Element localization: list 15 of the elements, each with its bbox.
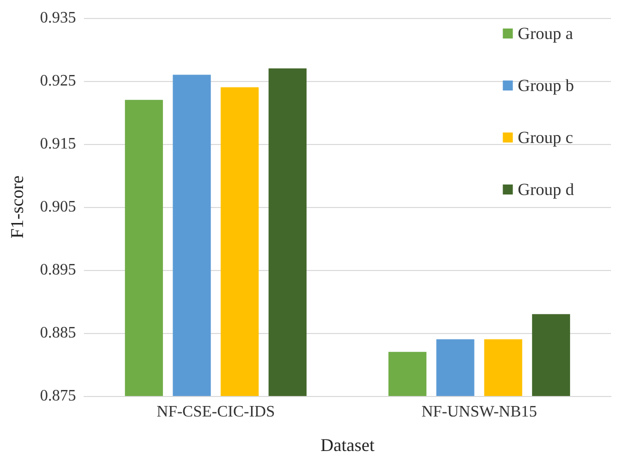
y-tick-label: 0.885 <box>40 324 76 342</box>
y-tick-label: 0.915 <box>40 136 76 152</box>
legend-label: Group a <box>518 24 574 43</box>
legend-label: Group b <box>518 76 574 95</box>
legend-label: Group d <box>518 180 574 199</box>
y-tick-label: 0.905 <box>40 198 76 216</box>
y-tick-label: 0.925 <box>40 72 76 90</box>
x-tick-label: NF-UNSW-NB15 <box>421 404 538 420</box>
legend-label: Group c <box>518 128 574 147</box>
y-tick-label: 0.875 <box>40 388 76 404</box>
y-tick-label: 0.895 <box>40 262 76 278</box>
y-tick-label: 0.935 <box>40 10 76 26</box>
x-tick-label: NF-CSE-CIC-IDS <box>156 404 275 420</box>
y-axis-title: F1-score <box>7 176 27 238</box>
x-axis-title: Dataset <box>320 435 374 455</box>
